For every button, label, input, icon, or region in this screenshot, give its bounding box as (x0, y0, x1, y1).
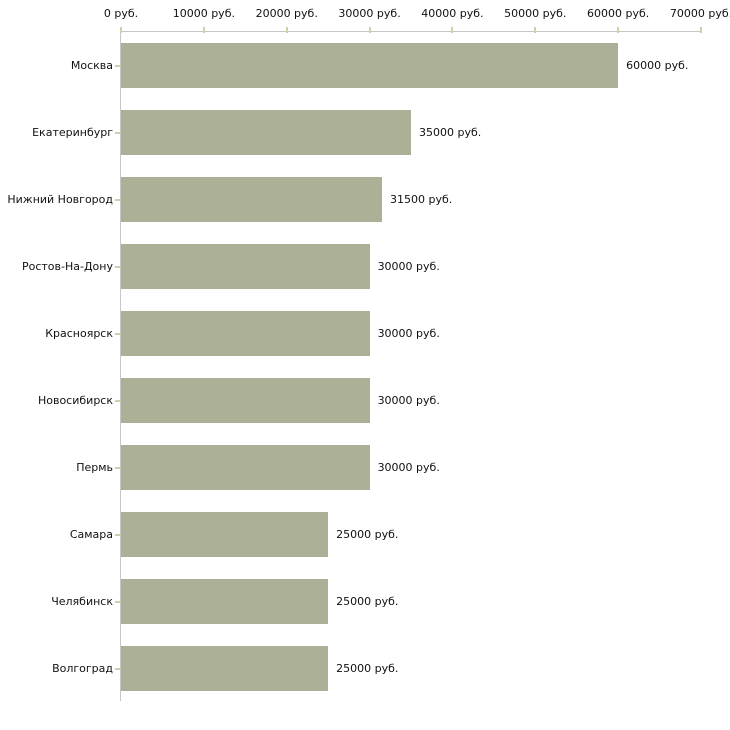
bar (121, 512, 329, 557)
bar-row: Ростов-На-Дону 30000 руб. (22, 233, 701, 300)
category-label: Самара (69, 528, 113, 541)
x-tick-label: 40000 руб. (421, 7, 484, 20)
bar-row: Красноярск 30000 руб. (45, 300, 701, 367)
bar-row: Волгоград 25000 руб. (52, 635, 701, 702)
category-label: Нижний Новгород (7, 193, 113, 206)
plot-area: 0 руб. 10000 руб. 20000 руб. 30000 руб. … (7, 7, 730, 702)
tick-mark (451, 27, 454, 33)
tick-mark (617, 27, 620, 33)
value-label: 25000 руб. (336, 595, 399, 608)
x-tick-label: 50000 руб. (504, 7, 567, 20)
tick-mark (368, 27, 371, 33)
tick-mark (285, 27, 288, 33)
tick-mark (700, 27, 702, 33)
x-tick-label: 10000 руб. (172, 7, 235, 20)
bar (121, 311, 370, 356)
value-label: 30000 руб. (377, 327, 440, 340)
category-label: Новосибирск (37, 394, 113, 407)
value-label: 25000 руб. (336, 662, 399, 675)
value-label: 60000 руб. (626, 59, 689, 72)
category-label: Пермь (76, 461, 113, 474)
category-label: Ростов-На-Дону (21, 260, 113, 273)
bar (121, 110, 411, 155)
bar-row: Пермь 30000 руб. (76, 434, 701, 501)
category-label: Екатеринбург (32, 126, 113, 139)
value-label: 31500 руб. (390, 193, 453, 206)
bar-row: Новосибирск 30000 руб. (38, 367, 701, 434)
bar (121, 244, 370, 289)
value-label: 25000 руб. (336, 528, 399, 541)
value-label: 35000 руб. (419, 126, 482, 139)
bar (121, 177, 382, 222)
bar-row: Москва 60000 руб. (71, 32, 701, 99)
bar (121, 445, 370, 490)
x-tick-label: 60000 руб. (587, 7, 650, 20)
bar-row: Самара 25000 руб. (70, 501, 701, 568)
value-label: 30000 руб. (377, 461, 440, 474)
bar-row: Челябинск 25000 руб. (51, 568, 701, 635)
tick-mark (120, 27, 122, 33)
category-label: Волгоград (52, 662, 113, 675)
category-label: Красноярск (45, 327, 113, 340)
x-tick-label: 0 руб. (103, 7, 139, 20)
tick-mark (202, 27, 205, 33)
value-label: 30000 руб. (377, 394, 440, 407)
bar (121, 646, 329, 691)
category-label: Москва (70, 59, 113, 72)
x-tick-label: 20000 руб. (255, 7, 318, 20)
value-label: 30000 руб. (377, 260, 440, 273)
bar (121, 579, 329, 624)
tick-mark (534, 27, 537, 33)
bars-container: Москва 60000 руб. Екатеринбург 35000 руб… (7, 32, 701, 702)
bar-row: Нижний Новгород 31500 руб. (7, 166, 701, 233)
bar (121, 43, 619, 88)
x-tick-label: 70000 руб. (669, 7, 730, 20)
bar (121, 378, 370, 423)
x-tick-label: 30000 руб. (338, 7, 401, 20)
category-label: Челябинск (51, 595, 113, 608)
bar-row: Екатеринбург 35000 руб. (32, 99, 701, 166)
